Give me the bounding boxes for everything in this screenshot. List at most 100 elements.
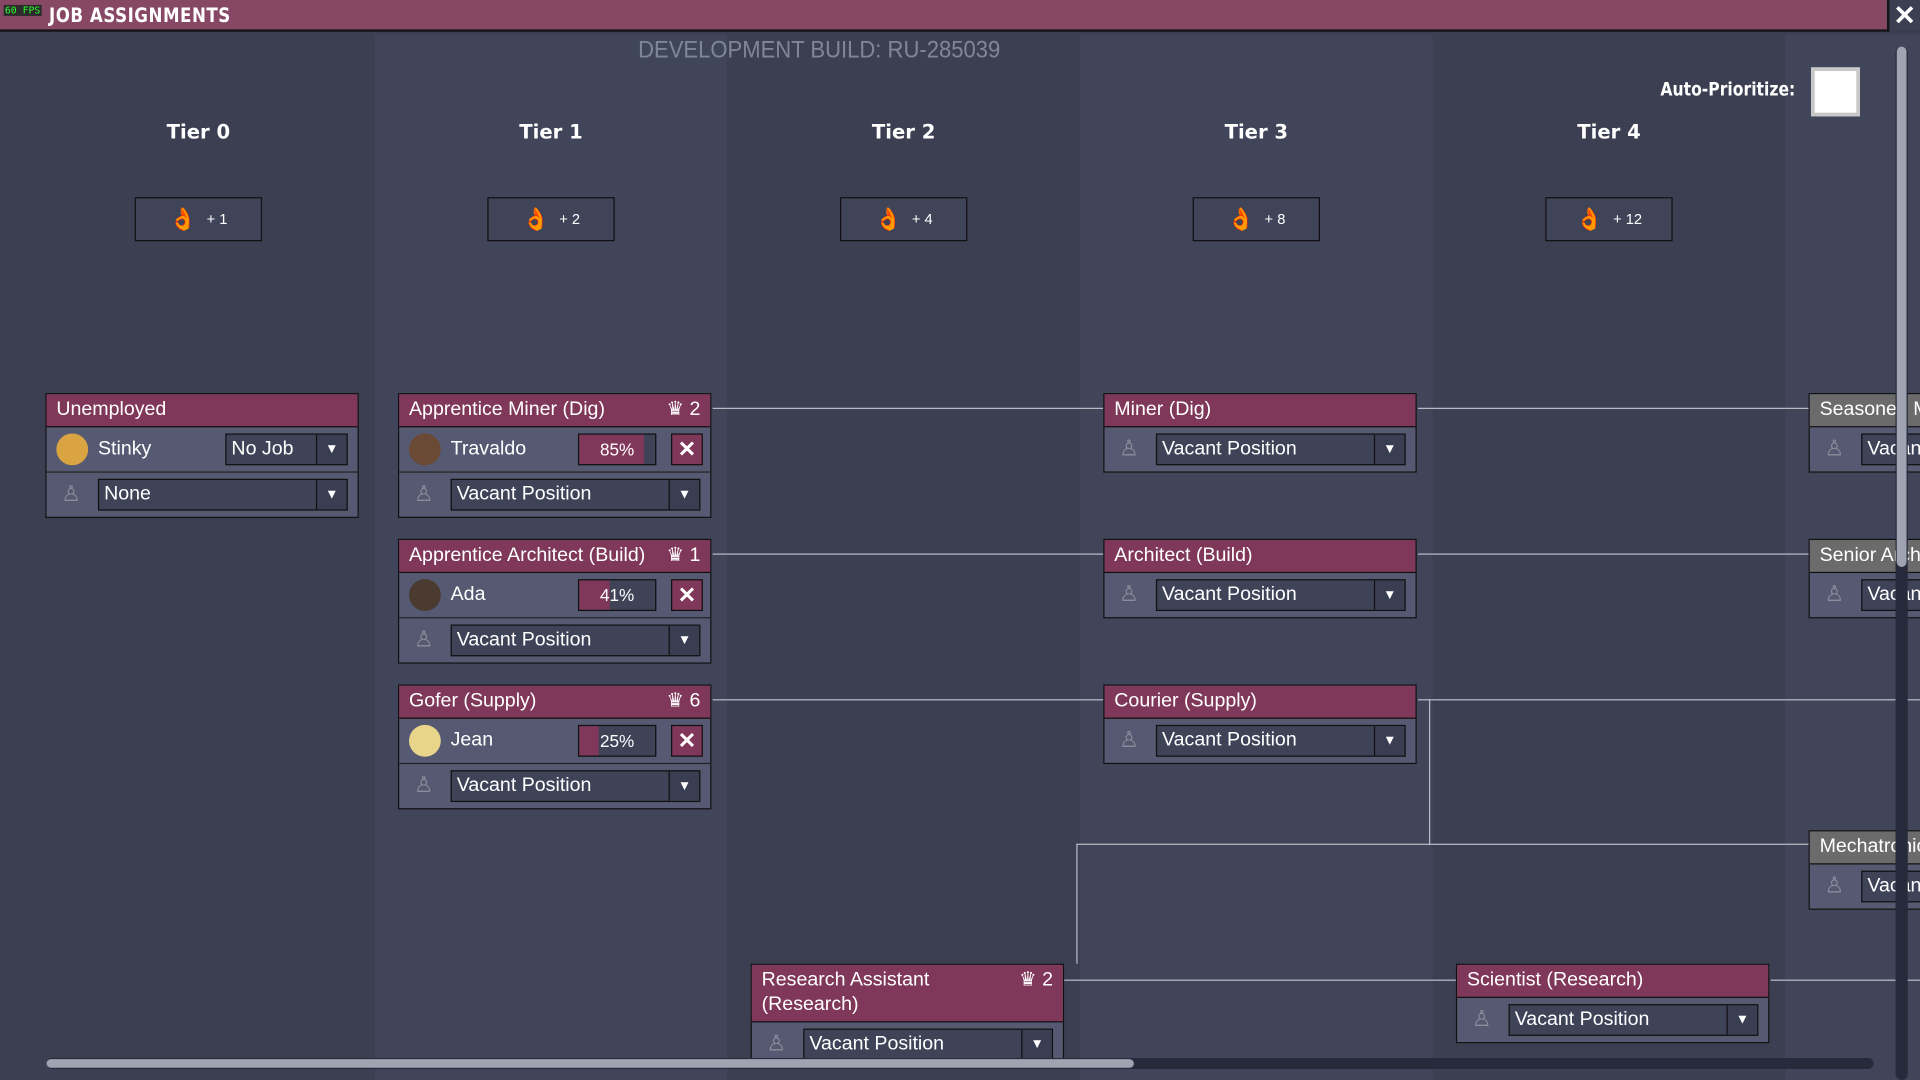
- assign-dropdown[interactable]: Vacant Position▼: [1155, 433, 1406, 466]
- assign-dropdown[interactable]: Vacant Position▼: [1508, 1004, 1759, 1036]
- skill-progress-bar: 41%: [577, 579, 657, 612]
- close-button[interactable]: ✕: [1886, 0, 1920, 32]
- assign-dropdown[interactable]: Vacant Position▼: [1861, 579, 1920, 612]
- slot-count-value: 6: [689, 690, 701, 712]
- job-slot-count: ♛ 6: [666, 689, 700, 713]
- job-title: Scientist (Research): [1466, 969, 1644, 991]
- job-slot-count: ♛ 2: [1019, 969, 1053, 993]
- morale-hand-icon: 👌: [521, 206, 550, 231]
- unassign-button[interactable]: ✕: [671, 579, 703, 612]
- job-select-dropdown[interactable]: No Job ▼: [225, 433, 348, 466]
- slot-count-value: 2: [689, 399, 701, 421]
- duplicant-name: Stinky: [97, 438, 152, 460]
- tier-morale-bonus: 👌 + 8: [1192, 197, 1321, 242]
- selected-value: Vacant Position: [809, 1033, 945, 1055]
- job-title-header: Research Assistant (Research) ♛ 2: [751, 964, 1063, 1023]
- dev-build-label: DEVELOPMENT BUILD: RU-285039: [638, 36, 1001, 64]
- assign-dropdown[interactable]: Vacant Position▼: [450, 624, 701, 657]
- chevron-down-icon: ▼: [668, 625, 700, 656]
- selected-value: None: [104, 483, 151, 505]
- assign-dropdown[interactable]: Vacant Position ▼: [803, 1028, 1054, 1061]
- assign-dropdown[interactable]: Vacant Position ▼: [450, 478, 701, 511]
- assigned-duplicant-row: Ada 41% ✕: [399, 573, 711, 619]
- tier-heading: Tier 0: [166, 120, 231, 144]
- job-title: Research Assistant (Research): [761, 969, 930, 1016]
- vacant-slot-row: ♙Vacant Position▼: [1457, 998, 1768, 1042]
- duplicant-name: Travaldo: [450, 438, 527, 460]
- connector-line: [1076, 843, 1078, 964]
- job-title: Unemployed: [56, 399, 167, 421]
- job-title-header: Scientist (Research): [1457, 964, 1769, 998]
- job-title: Courier (Supply): [1114, 690, 1257, 712]
- bonus-value: + 12: [1613, 210, 1643, 228]
- connector-line: [1770, 979, 1920, 981]
- duplicant-avatar: [56, 433, 89, 466]
- job-title-header: Miner (Dig): [1104, 394, 1416, 428]
- selected-value: No Job: [231, 438, 294, 460]
- assign-dropdown[interactable]: Vacant Position▼: [1155, 579, 1406, 612]
- vacant-slot-row: ♙ Vacant Position▼: [1810, 427, 1920, 471]
- progress-fill: [579, 726, 599, 756]
- duplicant-name: Ada: [450, 584, 486, 605]
- morale-hand-icon: 👌: [1227, 206, 1255, 231]
- duplicant-avatar: [408, 724, 441, 757]
- assign-dropdown[interactable]: Vacant Position▼: [450, 770, 701, 803]
- duplicant-name: Jean: [450, 729, 494, 751]
- job-slot-count: ♛ 2: [666, 398, 700, 422]
- job-card: Apprentice Architect (Build) ♛ 1 Ada 41% ✕ ♙ V…: [397, 538, 712, 664]
- chevron-down-icon: ▼: [668, 480, 700, 510]
- selected-value: Vacant Position: [456, 483, 592, 505]
- job-title-header: Apprentice Miner (Dig) ♛ 2: [399, 394, 711, 428]
- vacant-slot-row: ♙ Vacant Position▼: [1104, 719, 1415, 763]
- morale-hand-icon: 👌: [1575, 206, 1604, 231]
- slot-count-value: 2: [1042, 969, 1054, 991]
- connector-line: [712, 699, 1104, 701]
- tier-column: [22, 34, 375, 1080]
- horizontal-scroll-thumb[interactable]: [46, 1059, 1134, 1068]
- auto-prioritize-checkbox[interactable]: [1811, 67, 1861, 117]
- vacant-person-icon: ♙: [1824, 435, 1845, 461]
- assign-dropdown[interactable]: None ▼: [97, 478, 348, 511]
- vertical-scrollbar[interactable]: [1895, 46, 1908, 1080]
- job-title: Architect (Build): [1114, 544, 1253, 566]
- tier-morale-bonus: 👌 + 1: [134, 197, 263, 242]
- job-title: Senior Architect: [1819, 544, 1920, 566]
- tier-column: [727, 34, 1081, 1080]
- selected-value: Vacant Position: [1867, 438, 1920, 460]
- title-bar: 60 FPS JOB ASSIGNMENTS ✕: [0, 0, 1920, 32]
- tier-heading: Tier 4: [1577, 120, 1641, 144]
- chevron-down-icon: ▼: [668, 771, 700, 801]
- crown-icon: ♛: [666, 690, 690, 712]
- crown-icon: ♛: [666, 544, 690, 566]
- assign-dropdown[interactable]: Vacant Position▼: [1861, 433, 1920, 466]
- progress-fill: [579, 434, 644, 465]
- assign-dropdown[interactable]: Vacant Position▼: [1861, 870, 1920, 903]
- chevron-down-icon: ▼: [1373, 726, 1405, 756]
- job-title: Mechatronics Engineer: [1819, 836, 1920, 858]
- vacant-person-icon: ♙: [413, 626, 434, 652]
- bonus-value: + 1: [206, 210, 228, 228]
- vacant-slot-row: ♙ None ▼: [47, 473, 358, 517]
- vacant-person-icon: ♙: [1119, 727, 1139, 752]
- vertical-scroll-thumb[interactable]: [1896, 46, 1907, 567]
- vacant-person-icon: ♙: [1119, 581, 1139, 607]
- assign-dropdown[interactable]: Vacant Position▼: [1155, 724, 1406, 757]
- progress-percent: 85%: [599, 439, 635, 460]
- assigned-duplicant-row: Travaldo 85% ✕: [399, 427, 711, 473]
- skill-progress-bar: 85%: [577, 433, 657, 466]
- tier-column: [1432, 34, 1786, 1080]
- vacant-person-icon: ♙: [766, 1031, 787, 1056]
- crown-icon: ♛: [1019, 969, 1043, 991]
- vacant-slot-row: ♙Vacant Position▼: [399, 473, 710, 517]
- selected-value: Vacant Position: [1514, 1008, 1650, 1030]
- duplicant-avatar: [408, 433, 441, 466]
- job-title-header: Architect (Build): [1104, 540, 1416, 574]
- vacant-slot-row: ♙ Vacant Position ▼: [752, 1022, 1063, 1066]
- horizontal-scrollbar[interactable]: [46, 1057, 1874, 1069]
- chevron-down-icon: ▼: [1021, 1029, 1052, 1060]
- vacant-person-icon: ♙: [1119, 435, 1139, 461]
- unassign-button[interactable]: ✕: [671, 433, 703, 466]
- unassign-button[interactable]: ✕: [671, 724, 703, 757]
- chevron-down-icon: ▼: [1373, 434, 1405, 465]
- vacant-slot-row: ♙ Vacant Position▼: [399, 618, 710, 662]
